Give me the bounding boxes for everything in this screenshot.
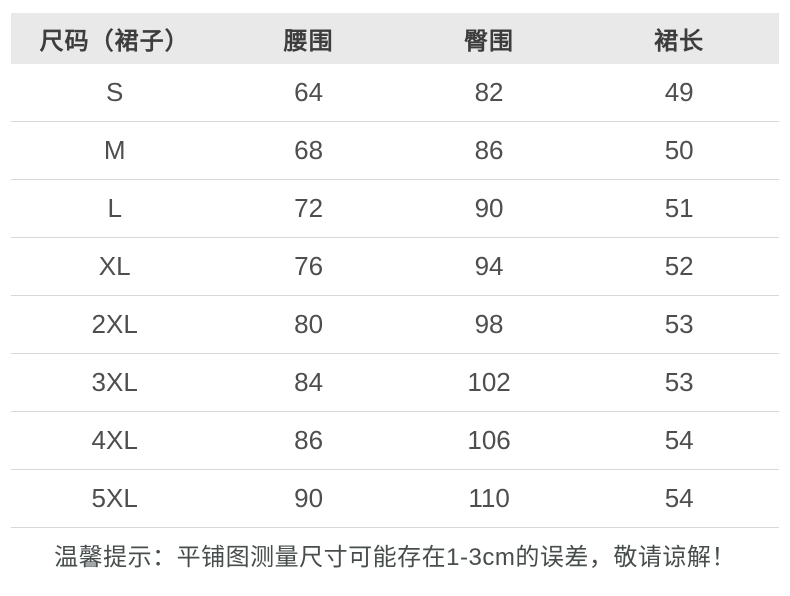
header-size: 尺码（裙子） xyxy=(11,13,219,64)
waist-cell: 86 xyxy=(218,411,399,470)
hip-cell: 82 xyxy=(398,64,580,122)
size-cell: 4XL xyxy=(11,411,219,470)
table-row: 4XL 86 106 54 xyxy=(11,411,779,470)
length-cell: 53 xyxy=(579,353,779,412)
size-cell: S xyxy=(11,64,219,122)
waist-cell: 76 xyxy=(218,237,399,296)
size-cell: XL xyxy=(11,237,219,296)
size-cell: 5XL xyxy=(11,469,219,528)
length-cell: 52 xyxy=(579,237,779,296)
table-header-row: 尺码（裙子） 腰围 臀围 裙长 xyxy=(11,13,779,64)
hip-cell: 102 xyxy=(398,353,580,412)
waist-cell: 64 xyxy=(218,64,399,122)
hip-cell: 86 xyxy=(398,121,580,180)
waist-cell: 90 xyxy=(218,469,399,528)
size-cell: M xyxy=(11,121,219,180)
size-cell: 3XL xyxy=(11,353,219,412)
waist-cell: 84 xyxy=(218,353,399,412)
hip-cell: 106 xyxy=(398,411,580,470)
table-row: 5XL 90 110 54 xyxy=(11,469,779,528)
note-text: 温馨提示：平铺图测量尺寸可能存在1-3cm的误差，敬请谅解！ xyxy=(54,544,736,571)
size-cell: L xyxy=(11,179,219,238)
waist-cell: 68 xyxy=(218,121,399,180)
header-length: 裙长 xyxy=(579,13,779,64)
length-cell: 54 xyxy=(579,411,779,470)
header-waist: 腰围 xyxy=(218,13,399,64)
table-row: L 72 90 51 xyxy=(11,179,779,238)
length-cell: 50 xyxy=(579,121,779,180)
waist-cell: 72 xyxy=(218,179,399,238)
size-table: 尺码（裙子） 腰围 臀围 裙长 S 64 82 49 M 68 86 50 L … xyxy=(11,13,779,528)
header-hip: 臀围 xyxy=(398,13,580,64)
table-row: S 64 82 49 xyxy=(11,64,779,122)
table-row: M 68 86 50 xyxy=(11,121,779,180)
hip-cell: 94 xyxy=(398,237,580,296)
length-cell: 54 xyxy=(579,469,779,528)
table-row: 2XL 80 98 53 xyxy=(11,295,779,354)
length-cell: 49 xyxy=(579,64,779,122)
size-cell: 2XL xyxy=(11,295,219,354)
hip-cell: 98 xyxy=(398,295,580,354)
length-cell: 53 xyxy=(579,295,779,354)
table-row: 3XL 84 102 53 xyxy=(11,353,779,412)
waist-cell: 80 xyxy=(218,295,399,354)
length-cell: 51 xyxy=(579,179,779,238)
table-row: XL 76 94 52 xyxy=(11,237,779,296)
hip-cell: 110 xyxy=(398,469,580,528)
hip-cell: 90 xyxy=(398,179,580,238)
